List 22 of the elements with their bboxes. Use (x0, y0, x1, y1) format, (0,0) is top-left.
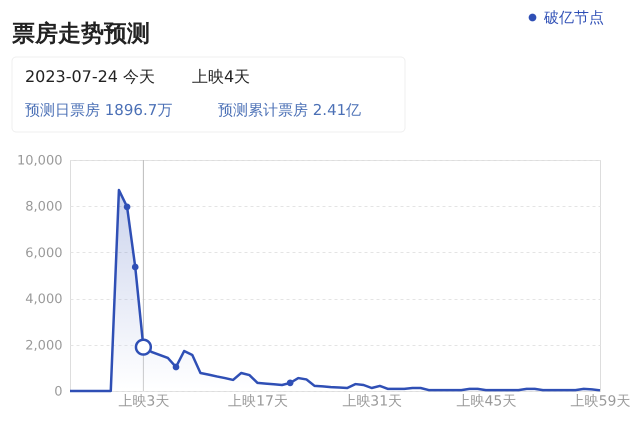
text: 上映4天 (192, 67, 250, 86)
x-tick-label: 上映59天 (570, 394, 630, 410)
y-tick-label: 2,000 (25, 338, 62, 354)
y-tick-label: 4,000 (25, 292, 62, 308)
x-tick-label: 上映31天 (342, 394, 402, 410)
text: 预测日票房 1896.7万 (25, 101, 172, 119)
point (286, 380, 294, 386)
point (172, 364, 180, 370)
text: 2023-07-24 今天 (25, 67, 156, 86)
y-tick-label: 8,000 (25, 200, 62, 215)
y-tick-label: 6,000 (25, 246, 62, 261)
chart-title: 票房走势预测 (11, 20, 150, 47)
text: 预测累计票房 2.41亿 (218, 101, 362, 119)
point (132, 264, 139, 270)
point (134, 338, 152, 356)
y-tick-label: 10,000 (17, 154, 62, 168)
y-tick-label: 0 (54, 384, 62, 400)
x-tick-label: 上映45天 (456, 394, 516, 410)
x-tick-label: 上映3天 (118, 394, 170, 410)
x-tick-label: 上映17天 (228, 394, 288, 410)
legend-label: 破亿节点 (543, 8, 604, 26)
point (124, 204, 130, 210)
